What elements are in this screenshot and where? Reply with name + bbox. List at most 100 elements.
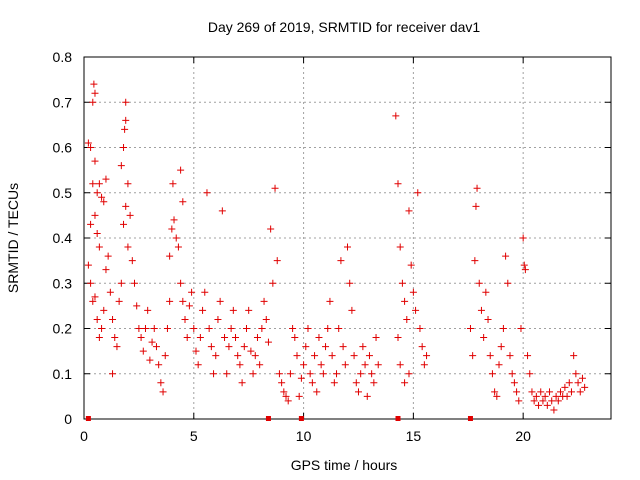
baseline-marker xyxy=(85,416,91,421)
data-point xyxy=(192,347,200,355)
data-point xyxy=(150,325,158,332)
data-point xyxy=(102,266,110,274)
data-point xyxy=(548,397,556,405)
data-point xyxy=(163,325,171,332)
data-point xyxy=(100,306,108,314)
data-point xyxy=(418,343,426,351)
data-point xyxy=(124,243,132,251)
y-tick-label: 0 xyxy=(64,411,72,427)
data-point xyxy=(348,306,356,314)
data-point xyxy=(291,334,299,342)
data-point xyxy=(572,370,580,378)
data-point xyxy=(401,379,409,387)
data-point xyxy=(416,325,424,332)
data-point xyxy=(95,334,103,342)
data-point xyxy=(84,139,92,147)
data-point xyxy=(519,234,527,242)
data-point xyxy=(396,361,404,369)
data-point xyxy=(267,225,275,233)
data-point xyxy=(304,325,312,332)
data-point xyxy=(89,180,97,188)
data-point xyxy=(223,370,231,378)
data-point xyxy=(203,189,211,197)
data-point xyxy=(337,257,345,265)
data-point xyxy=(251,352,259,360)
data-point xyxy=(282,392,290,400)
data-point xyxy=(225,343,233,351)
data-point xyxy=(169,180,177,188)
data-point xyxy=(365,352,373,360)
data-point xyxy=(510,379,518,387)
data-point xyxy=(405,370,413,378)
data-point xyxy=(249,370,257,378)
data-point xyxy=(473,184,481,192)
data-point xyxy=(194,361,202,369)
data-point xyxy=(350,352,358,360)
data-point xyxy=(333,370,341,378)
x-tick-label: 15 xyxy=(406,428,422,444)
data-point xyxy=(234,352,242,360)
data-point xyxy=(87,144,95,151)
data-point xyxy=(324,325,332,332)
data-point xyxy=(247,347,255,355)
data-point xyxy=(466,325,474,332)
data-point xyxy=(499,325,507,332)
data-point xyxy=(126,211,134,219)
x-tick-labels: 0 5 10 15 20 xyxy=(80,428,531,444)
data-point xyxy=(137,334,145,342)
data-point xyxy=(398,279,406,287)
data-point xyxy=(87,279,95,287)
data-point xyxy=(271,184,279,192)
data-point xyxy=(212,352,220,360)
data-point xyxy=(157,379,165,387)
data-point xyxy=(152,343,160,351)
data-point xyxy=(552,392,560,400)
data-point xyxy=(495,361,503,369)
data-point xyxy=(196,334,204,342)
data-point xyxy=(546,388,554,396)
data-point xyxy=(128,257,136,265)
x-tick-label: 0 xyxy=(80,428,88,444)
data-point xyxy=(102,175,110,183)
data-point xyxy=(236,361,244,369)
data-point xyxy=(370,379,378,387)
data-point xyxy=(232,334,240,342)
data-point xyxy=(405,207,413,215)
data-point xyxy=(201,288,209,296)
data-point xyxy=(168,225,176,233)
data-point xyxy=(420,361,428,369)
data-point xyxy=(357,370,365,378)
data-point xyxy=(346,279,354,287)
y-axis-label: SRMTID / TECUs xyxy=(5,183,21,293)
data-point xyxy=(120,220,128,228)
data-point xyxy=(89,297,97,305)
baseline-marker xyxy=(395,416,401,421)
data-point xyxy=(352,379,360,387)
data-point xyxy=(205,325,213,332)
data-point xyxy=(166,297,174,305)
data-point xyxy=(93,189,101,197)
data-point xyxy=(480,334,488,342)
y-tick-label: 0.5 xyxy=(53,185,73,201)
y-tick-label: 0.2 xyxy=(53,321,73,337)
data-point xyxy=(109,370,117,378)
data-point xyxy=(409,288,417,296)
data-point xyxy=(122,98,130,106)
data-point xyxy=(93,315,101,323)
data-point xyxy=(245,306,253,314)
baseline-marker xyxy=(467,416,473,421)
baseline-marker xyxy=(265,416,271,421)
data-point xyxy=(95,180,103,188)
data-point xyxy=(199,306,207,314)
data-point xyxy=(146,356,154,364)
data-point xyxy=(227,325,235,332)
data-point xyxy=(262,315,270,323)
data-point xyxy=(508,370,516,378)
data-point xyxy=(326,297,334,305)
data-point xyxy=(91,157,99,165)
data-point xyxy=(131,279,139,287)
data-point xyxy=(113,343,121,351)
data-point xyxy=(133,302,141,310)
